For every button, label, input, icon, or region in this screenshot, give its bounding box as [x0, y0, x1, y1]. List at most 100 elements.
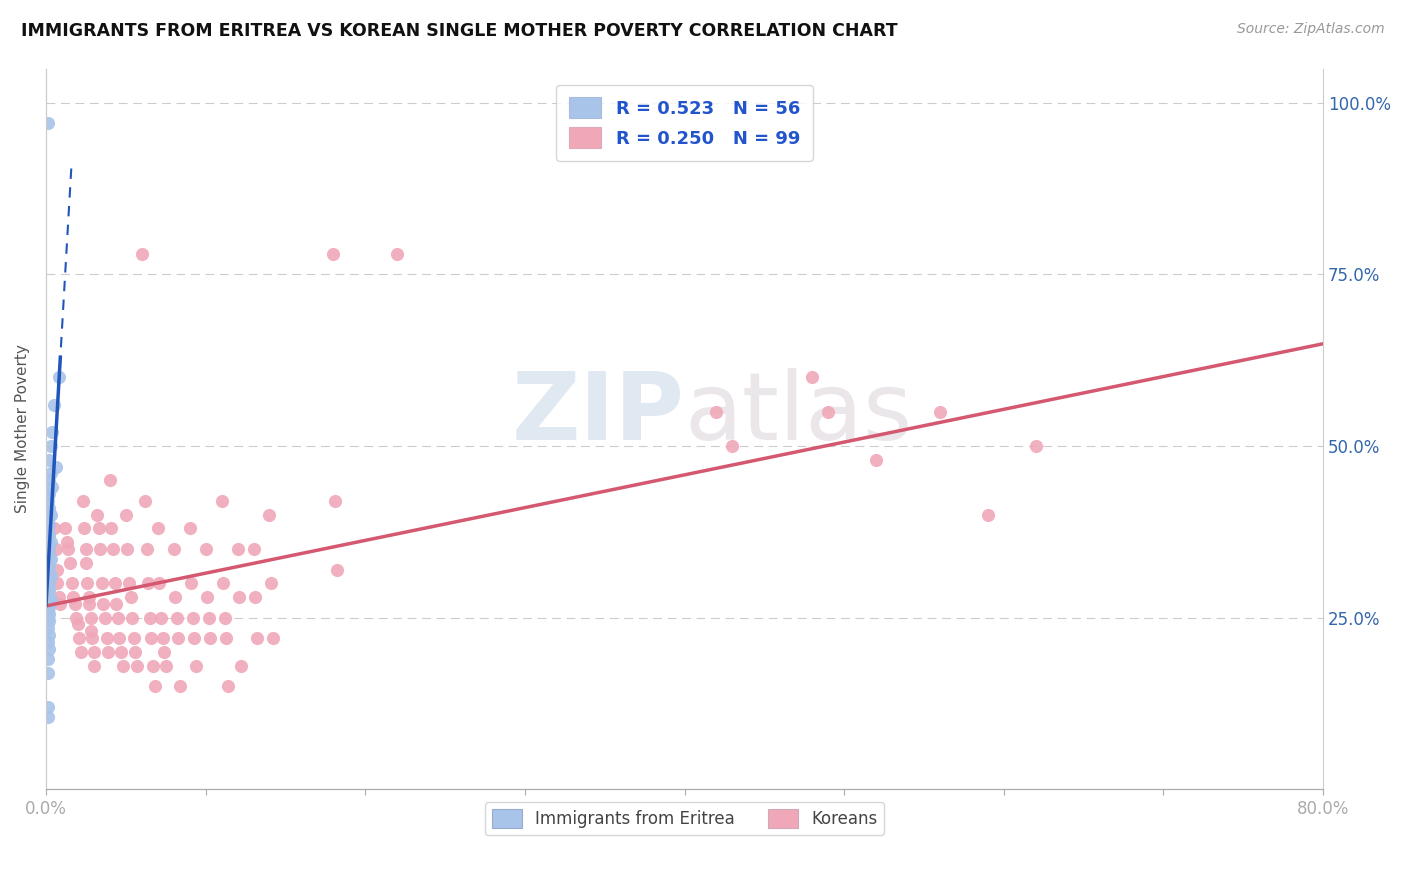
Point [72, 494, 94, 508]
Point [37, 665, 59, 680]
Point [37, 563, 59, 577]
Point [60, 576, 83, 591]
Point [118, 576, 141, 591]
Point [41, 425, 63, 440]
Point [37, 576, 59, 591]
Point [101, 541, 124, 556]
Point [48, 370, 70, 384]
Point [226, 541, 249, 556]
Point [152, 631, 174, 645]
Point [75, 541, 97, 556]
Point [121, 610, 143, 624]
Point [38, 539, 60, 553]
Point [87, 521, 110, 535]
Point [706, 405, 728, 419]
Point [143, 679, 166, 693]
Point [325, 563, 347, 577]
Point [100, 521, 122, 535]
Point [259, 508, 281, 522]
Point [38, 600, 60, 615]
Point [37, 556, 59, 570]
Point [38, 545, 60, 559]
Point [66, 617, 89, 632]
Point [148, 576, 170, 591]
Point [98, 474, 121, 488]
Point [38, 590, 60, 604]
Point [39, 467, 62, 481]
Point [105, 597, 128, 611]
Point [146, 521, 169, 535]
Point [37, 508, 59, 522]
Point [243, 590, 266, 604]
Point [89, 541, 111, 556]
Point [865, 452, 887, 467]
Point [124, 645, 146, 659]
Point [69, 631, 91, 645]
Point [73, 521, 96, 535]
Point [37, 576, 59, 591]
Point [83, 658, 105, 673]
Point [180, 576, 202, 591]
Point [58, 541, 80, 556]
Point [323, 494, 346, 508]
Point [46, 576, 69, 591]
Point [37, 487, 59, 501]
Point [155, 658, 177, 673]
Point [38, 566, 60, 580]
Point [97, 645, 120, 659]
Point [38, 528, 60, 542]
Point [242, 541, 264, 556]
Point [122, 631, 145, 645]
Point [139, 610, 162, 624]
Point [200, 631, 222, 645]
Point [55, 535, 77, 549]
Point [1025, 439, 1047, 453]
Point [153, 645, 176, 659]
Point [86, 508, 108, 522]
Point [194, 541, 217, 556]
Point [45, 459, 67, 474]
Point [94, 610, 117, 624]
Point [198, 610, 221, 624]
Point [42, 398, 65, 412]
Point [37, 511, 59, 525]
Legend: Immigrants from Eritrea, Koreans: Immigrants from Eritrea, Koreans [485, 803, 884, 835]
Point [110, 645, 132, 659]
Y-axis label: Single Mother Poverty: Single Mother Poverty [15, 344, 30, 513]
Point [38, 559, 60, 574]
Point [83, 645, 105, 659]
Point [38, 452, 60, 467]
Point [169, 679, 191, 693]
Point [38, 487, 60, 501]
Point [62, 590, 84, 604]
Point [212, 576, 235, 591]
Point [37, 116, 59, 130]
Point [195, 590, 218, 604]
Point [184, 658, 207, 673]
Point [229, 658, 252, 673]
Point [39, 439, 62, 453]
Point [37, 569, 59, 583]
Point [37, 634, 59, 648]
Point [167, 631, 190, 645]
Point [114, 508, 136, 522]
Point [214, 610, 236, 624]
Point [977, 508, 1000, 522]
Point [149, 610, 172, 624]
Point [96, 631, 118, 645]
Point [39, 508, 62, 522]
Point [37, 549, 59, 563]
Point [817, 405, 839, 419]
Point [37, 586, 59, 600]
Point [108, 631, 131, 645]
Text: ZIP: ZIP [512, 368, 685, 460]
Point [39, 569, 62, 583]
Point [46, 563, 69, 577]
Point [37, 699, 59, 714]
Point [136, 576, 159, 591]
Point [211, 494, 233, 508]
Point [322, 247, 344, 261]
Point [48, 590, 70, 604]
Point [179, 521, 201, 535]
Point [37, 652, 59, 666]
